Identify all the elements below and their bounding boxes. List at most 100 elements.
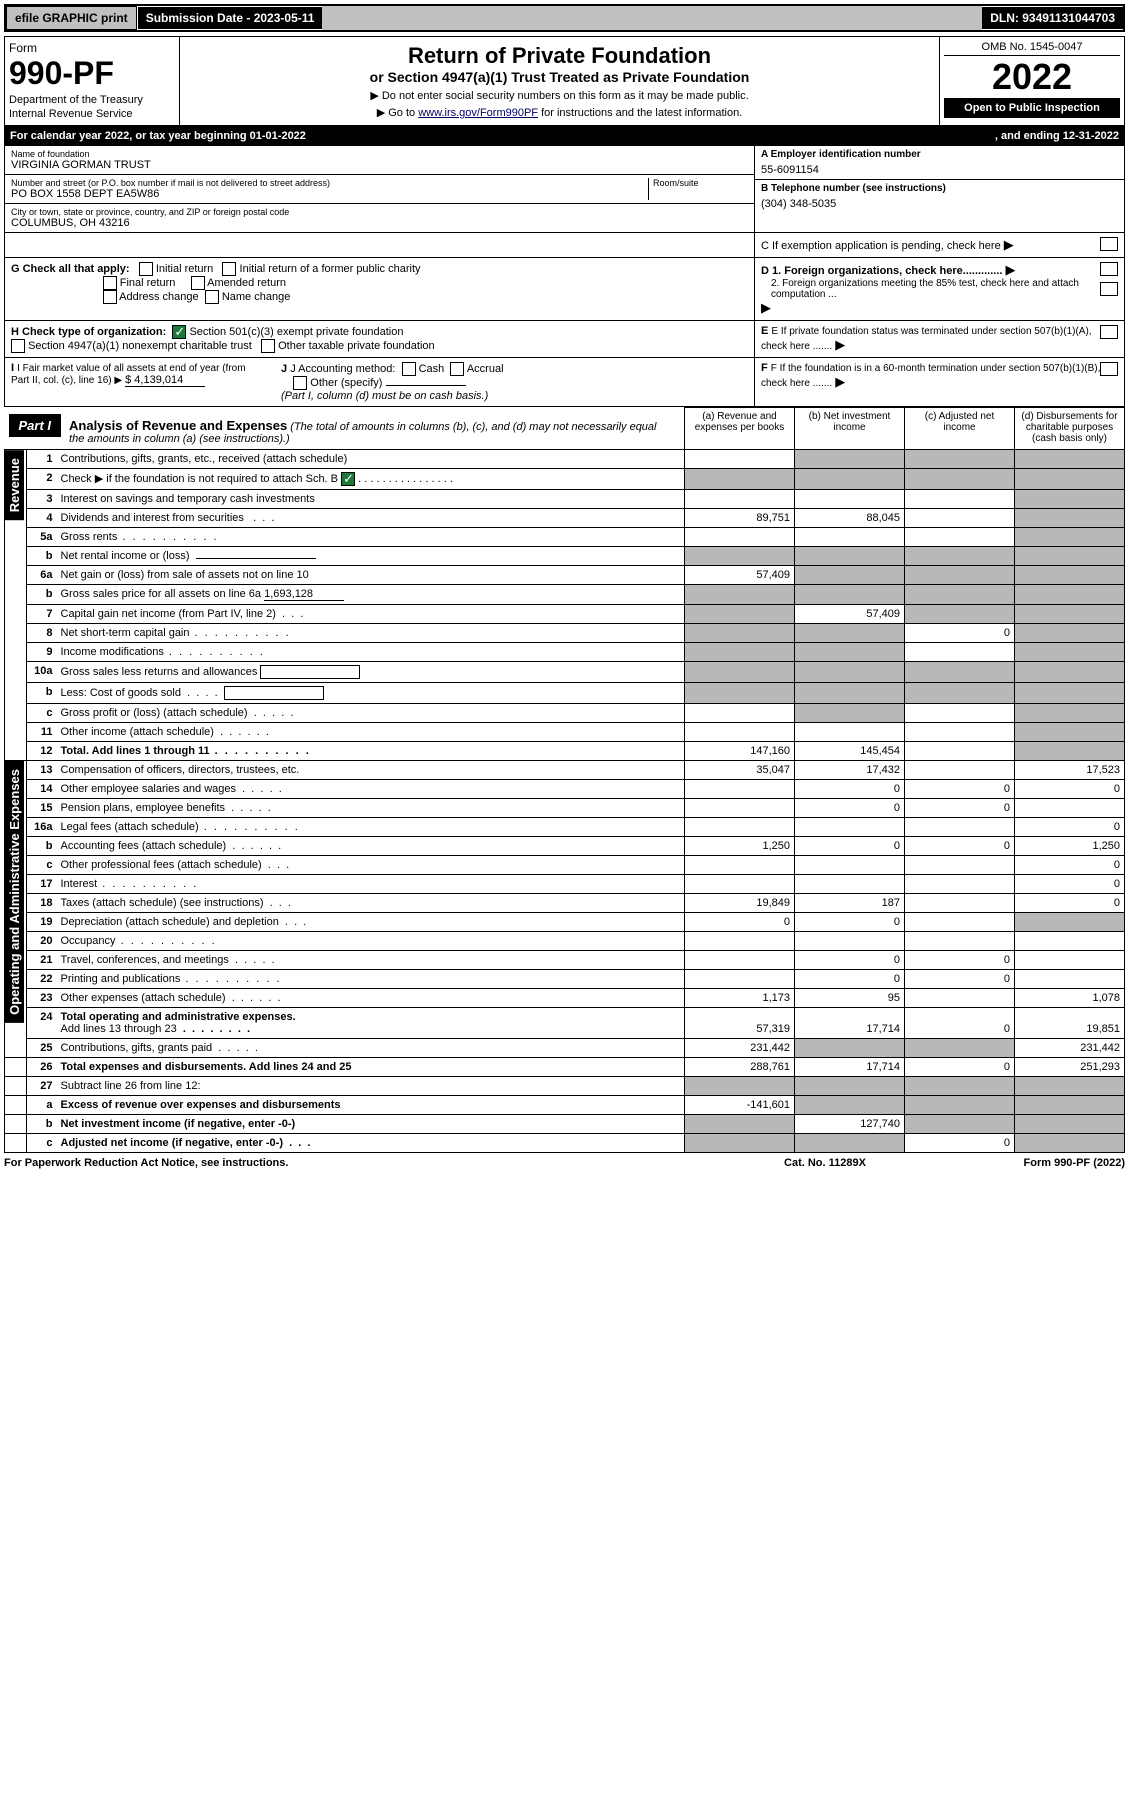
row-h: H Check type of organization: Section 50…	[4, 321, 1125, 358]
chk-4947[interactable]	[11, 339, 25, 353]
line-17: Interest	[57, 874, 685, 893]
line-27a: Excess of revenue over expenses and disb…	[57, 1095, 685, 1114]
f-cell: F F If the foundation is in a 60-month t…	[754, 358, 1124, 406]
f-checkbox[interactable]	[1100, 362, 1118, 376]
dln-label: DLN: 93491131044703	[982, 7, 1123, 29]
line-23: Other expenses (attach schedule) . . . .…	[57, 988, 685, 1007]
c-label: C If exemption application is pending, c…	[761, 240, 1001, 252]
line-12: Total. Add lines 1 through 11	[57, 741, 685, 760]
d2-checkbox[interactable]	[1100, 282, 1118, 296]
part1-desc: Analysis of Revenue and Expenses (The to…	[61, 414, 680, 449]
line-2: Check ▶ if the foundation is not require…	[57, 468, 685, 489]
lbl-name-change: Name change	[222, 291, 291, 303]
chk-initial[interactable]	[139, 262, 153, 276]
submission-date-label: Submission Date - 2023-05-11	[137, 7, 323, 29]
chk-other-taxable[interactable]	[261, 339, 275, 353]
row-c: C If exemption application is pending, c…	[4, 233, 1125, 258]
line-13: Compensation of officers, directors, tru…	[57, 760, 685, 779]
c-cell: C If exemption application is pending, c…	[754, 233, 1124, 257]
phone-row: B Telephone number (see instructions) (3…	[755, 180, 1124, 213]
line-8: Net short-term capital gain	[57, 623, 685, 642]
part1-table: Part I Analysis of Revenue and Expenses …	[4, 407, 1125, 1153]
expenses-side-label: Operating and Administrative Expenses	[5, 761, 24, 1023]
room-label: Room/suite	[653, 178, 748, 188]
identity-left: Name of foundation VIRGINIA GORMAN TRUST…	[5, 146, 754, 232]
lbl-501c3: Section 501(c)(3) exempt private foundat…	[189, 326, 403, 338]
chk-accrual[interactable]	[450, 362, 464, 376]
revenue-side-label: Revenue	[5, 450, 24, 520]
line-16a: Legal fees (attach schedule)	[57, 817, 685, 836]
line-24: Total operating and administrative expen…	[57, 1007, 685, 1038]
chk-final[interactable]	[103, 276, 117, 290]
name-row: Name of foundation VIRGINIA GORMAN TRUST	[5, 146, 754, 175]
chk-addr-change[interactable]	[103, 290, 117, 304]
line-11: Other income (attach schedule) . . . . .…	[57, 722, 685, 741]
efile-print-button[interactable]: efile GRAPHIC print	[6, 6, 137, 30]
header-right: OMB No. 1545-0047 2022 Open to Public In…	[939, 37, 1124, 125]
form-number: 990-PF	[9, 55, 175, 92]
lbl-cash: Cash	[419, 363, 445, 375]
h-label: H Check type of organization:	[11, 326, 166, 338]
omb-number: OMB No. 1545-0047	[944, 41, 1120, 56]
line-7: Capital gain net income (from Part IV, l…	[57, 604, 685, 623]
chk-initial-former[interactable]	[222, 262, 236, 276]
line-9: Income modifications	[57, 642, 685, 661]
chk-501c3[interactable]	[172, 325, 186, 339]
lbl-accrual: Accrual	[467, 363, 504, 375]
tax-year: 2022	[944, 56, 1120, 98]
form-note-link: ▶ Go to www.irs.gov/Form990PF for instru…	[186, 106, 933, 119]
line-25: Contributions, gifts, grants paid . . . …	[57, 1038, 685, 1057]
line-16b: Accounting fees (attach schedule) . . . …	[57, 836, 685, 855]
d1-checkbox[interactable]	[1100, 262, 1118, 276]
note2-post: for instructions and the latest informat…	[538, 107, 742, 119]
chk-cash[interactable]	[402, 362, 416, 376]
chk-amended[interactable]	[191, 276, 205, 290]
i-value: $ 4,139,014	[125, 374, 205, 387]
d-cell: D 1. Foreign organizations, check here..…	[754, 258, 1124, 320]
cal-year-left: For calendar year 2022, or tax year begi…	[10, 130, 995, 142]
dept-irs: Internal Revenue Service	[9, 108, 175, 120]
ij-cell: I I Fair market value of all assets at e…	[5, 358, 754, 406]
lbl-final: Final return	[120, 277, 176, 289]
identity-right: A Employer identification number 55-6091…	[754, 146, 1124, 232]
line-5a: Gross rents	[57, 527, 685, 546]
chk-other-method[interactable]	[293, 376, 307, 390]
city-value: COLUMBUS, OH 43216	[11, 217, 748, 229]
chk-sch-b[interactable]	[341, 472, 355, 486]
ein-label: A Employer identification number	[761, 149, 921, 160]
row-g: G Check all that apply: Initial return I…	[4, 258, 1125, 321]
header-left: Form 990-PF Department of the Treasury I…	[5, 37, 180, 125]
footer-form: Form 990-PF (2022)	[925, 1157, 1125, 1169]
footer-left: For Paperwork Reduction Act Notice, see …	[4, 1157, 725, 1169]
e-checkbox[interactable]	[1100, 325, 1118, 339]
irs-link[interactable]: www.irs.gov/Form990PF	[418, 107, 538, 119]
addr-value: PO BOX 1558 DEPT EA5W86	[11, 188, 648, 200]
chk-name-change[interactable]	[205, 290, 219, 304]
open-to-public: Open to Public Inspection	[944, 98, 1120, 118]
line-6b: Gross sales price for all assets on line…	[57, 584, 685, 604]
line-4: Dividends and interest from securities .…	[57, 508, 685, 527]
footer-cat: Cat. No. 11289X	[725, 1157, 925, 1169]
j-label: J Accounting method:	[290, 363, 395, 375]
row-ij: I I Fair market value of all assets at e…	[4, 358, 1125, 407]
e-label: E If private foundation status was termi…	[761, 326, 1092, 352]
name-label: Name of foundation	[11, 149, 748, 159]
name-value: VIRGINIA GORMAN TRUST	[11, 159, 748, 171]
lbl-addr-change: Address change	[119, 291, 199, 303]
lbl-other-method: Other (specify)	[310, 377, 382, 389]
col-b-head: (b) Net investment income	[795, 408, 905, 450]
line-27c: Adjusted net income (if negative, enter …	[57, 1133, 685, 1152]
lbl-amended: Amended return	[207, 277, 286, 289]
line-15: Pension plans, employee benefits . . . .…	[57, 798, 685, 817]
city-label: City or town, state or province, country…	[11, 207, 748, 217]
line-21: Travel, conferences, and meetings . . . …	[57, 950, 685, 969]
c-checkbox[interactable]	[1100, 237, 1118, 251]
ein-row: A Employer identification number 55-6091…	[755, 146, 1124, 180]
form-word: Form	[9, 41, 175, 55]
calendar-year-row: For calendar year 2022, or tax year begi…	[4, 126, 1125, 146]
line-18: Taxes (attach schedule) (see instruction…	[57, 893, 685, 912]
e-cell: E E If private foundation status was ter…	[754, 321, 1124, 357]
identity-block: Name of foundation VIRGINIA GORMAN TRUST…	[4, 146, 1125, 233]
line-10a: Gross sales less returns and allowances	[57, 661, 685, 682]
note2-pre: ▶ Go to	[377, 107, 418, 119]
